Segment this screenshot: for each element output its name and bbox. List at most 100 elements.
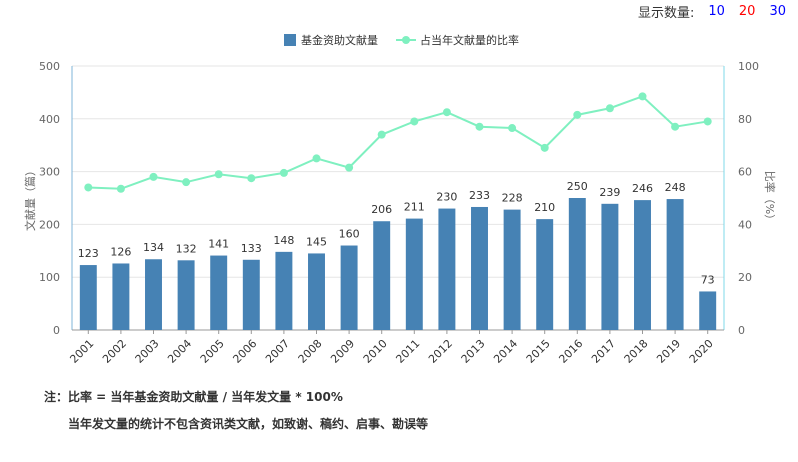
x-tick-label: 2006 xyxy=(230,337,259,366)
ratio-point xyxy=(540,143,549,152)
x-tick-label: 2009 xyxy=(328,337,357,366)
x-tick-label: 2020 xyxy=(687,337,716,366)
bar xyxy=(601,203,619,330)
bar xyxy=(177,260,195,330)
ratio-point xyxy=(377,130,386,139)
bar xyxy=(503,209,521,330)
y2-tick-label: 60 xyxy=(738,166,752,179)
bar xyxy=(568,198,586,330)
bar-value-label: 228 xyxy=(502,192,523,205)
ratio-point xyxy=(671,122,680,131)
bar-value-label: 239 xyxy=(599,186,620,199)
bar-value-label: 132 xyxy=(176,242,197,255)
bar-value-label: 73 xyxy=(701,273,715,286)
bar-value-label: 145 xyxy=(306,235,327,248)
ratio-point xyxy=(247,174,256,183)
bar xyxy=(373,221,391,330)
legend-swatch-marker xyxy=(402,36,410,44)
y-tick-label: 200 xyxy=(39,218,60,231)
x-tick-label: 2002 xyxy=(100,337,129,366)
bar xyxy=(112,263,130,330)
legend-label-bars: 基金资助文献量 xyxy=(301,33,378,47)
bar xyxy=(699,291,717,330)
chart-note: 注：比率 = 当年基金资助文献量 / 当年发文量 * 100% 当年发文量的统计… xyxy=(44,388,428,432)
y2-tick-label: 80 xyxy=(738,113,752,126)
bar-value-label: 206 xyxy=(371,203,392,216)
legend-label-line: 占当年文献量的比率 xyxy=(420,33,519,47)
ratio-point xyxy=(605,104,614,113)
ratio-point xyxy=(508,124,517,133)
bar xyxy=(536,219,554,330)
x-tick-label: 2010 xyxy=(361,337,390,366)
bar-value-label: 248 xyxy=(665,181,686,194)
bar-value-label: 246 xyxy=(632,182,653,195)
x-tick-label: 2005 xyxy=(198,337,227,366)
x-tick-label: 2003 xyxy=(133,337,162,366)
ratio-point xyxy=(573,110,582,119)
display-count-option-20[interactable]: 20 xyxy=(738,4,756,19)
x-tick-label: 2014 xyxy=(491,337,520,366)
bar-value-label: 148 xyxy=(273,234,294,247)
x-tick-label: 2001 xyxy=(67,337,96,366)
y2-tick-label: 100 xyxy=(738,60,759,73)
x-tick-label: 2011 xyxy=(393,337,422,366)
x-tick-label: 2018 xyxy=(622,337,651,366)
display-count-selector: 显示数量: 10 20 30 xyxy=(638,2,786,21)
x-tick-label: 2007 xyxy=(263,337,292,366)
y2-tick-label: 0 xyxy=(738,324,745,337)
bar xyxy=(666,199,684,330)
ratio-point xyxy=(442,108,451,117)
bar-value-label: 141 xyxy=(208,238,229,251)
legend-swatch-bars xyxy=(284,34,296,46)
note-line-1: 注：比率 = 当年基金资助文献量 / 当年发文量 * 100% xyxy=(44,390,343,404)
bar xyxy=(308,253,325,330)
bar xyxy=(471,206,488,330)
y-tick-label: 400 xyxy=(39,113,60,126)
bar-value-label: 211 xyxy=(404,201,425,214)
bar-value-label: 123 xyxy=(78,247,99,260)
ratio-point xyxy=(214,170,223,179)
y-tick-label: 100 xyxy=(39,271,60,284)
ratio-point xyxy=(638,92,647,101)
ratio-point xyxy=(116,184,125,193)
x-tick-label: 2012 xyxy=(426,337,455,366)
x-tick-label: 2016 xyxy=(556,337,585,366)
ratio-point xyxy=(149,172,158,181)
y2-axis-title: 比率（%） xyxy=(763,171,777,225)
chart-container: 0 100 200 300 400 500 0 20 40 60 80 100 文献量（篇） 比率（%） 1… xyxy=(0,26,798,386)
ratio-point xyxy=(84,183,93,192)
y2-tick-label: 40 xyxy=(738,218,752,231)
display-count-option-10[interactable]: 10 xyxy=(708,4,725,19)
x-tick-label: 2004 xyxy=(165,337,194,366)
ratio-point xyxy=(345,163,354,172)
bar xyxy=(405,218,423,330)
bar-value-label: 250 xyxy=(567,180,588,193)
y-axis-title: 文献量（篇） xyxy=(23,165,37,231)
y2-tick-label: 20 xyxy=(738,271,752,284)
ratio-point xyxy=(182,178,191,187)
y-tick-label: 300 xyxy=(39,166,60,179)
display-count-label: 显示数量: xyxy=(637,6,695,21)
bar xyxy=(210,255,228,330)
ratio-line xyxy=(88,95,708,190)
bar xyxy=(242,259,260,330)
bar xyxy=(634,200,651,330)
bar-value-label: 133 xyxy=(241,242,262,255)
bar xyxy=(438,208,456,330)
display-count-option-30[interactable]: 30 xyxy=(769,4,786,19)
ratio-point xyxy=(312,154,321,163)
bar-value-label: 210 xyxy=(534,201,555,214)
x-tick-label: 2017 xyxy=(589,337,618,366)
ratio-point xyxy=(703,117,712,126)
note-line-2: 当年发文量的统计不包含资讯类文献，如致谢、稿约、启事、勘误等 xyxy=(68,417,429,431)
ratio-point xyxy=(475,122,484,131)
x-tick-label: 2019 xyxy=(654,337,683,366)
bar xyxy=(275,251,293,330)
bar-value-label: 126 xyxy=(110,245,131,258)
ratio-point xyxy=(410,117,419,126)
bar-value-label: 233 xyxy=(469,189,490,202)
bar-value-label: 134 xyxy=(143,241,164,254)
bar xyxy=(340,245,358,330)
bar-value-label: 160 xyxy=(339,228,360,241)
x-tick-label: 2015 xyxy=(524,337,553,366)
